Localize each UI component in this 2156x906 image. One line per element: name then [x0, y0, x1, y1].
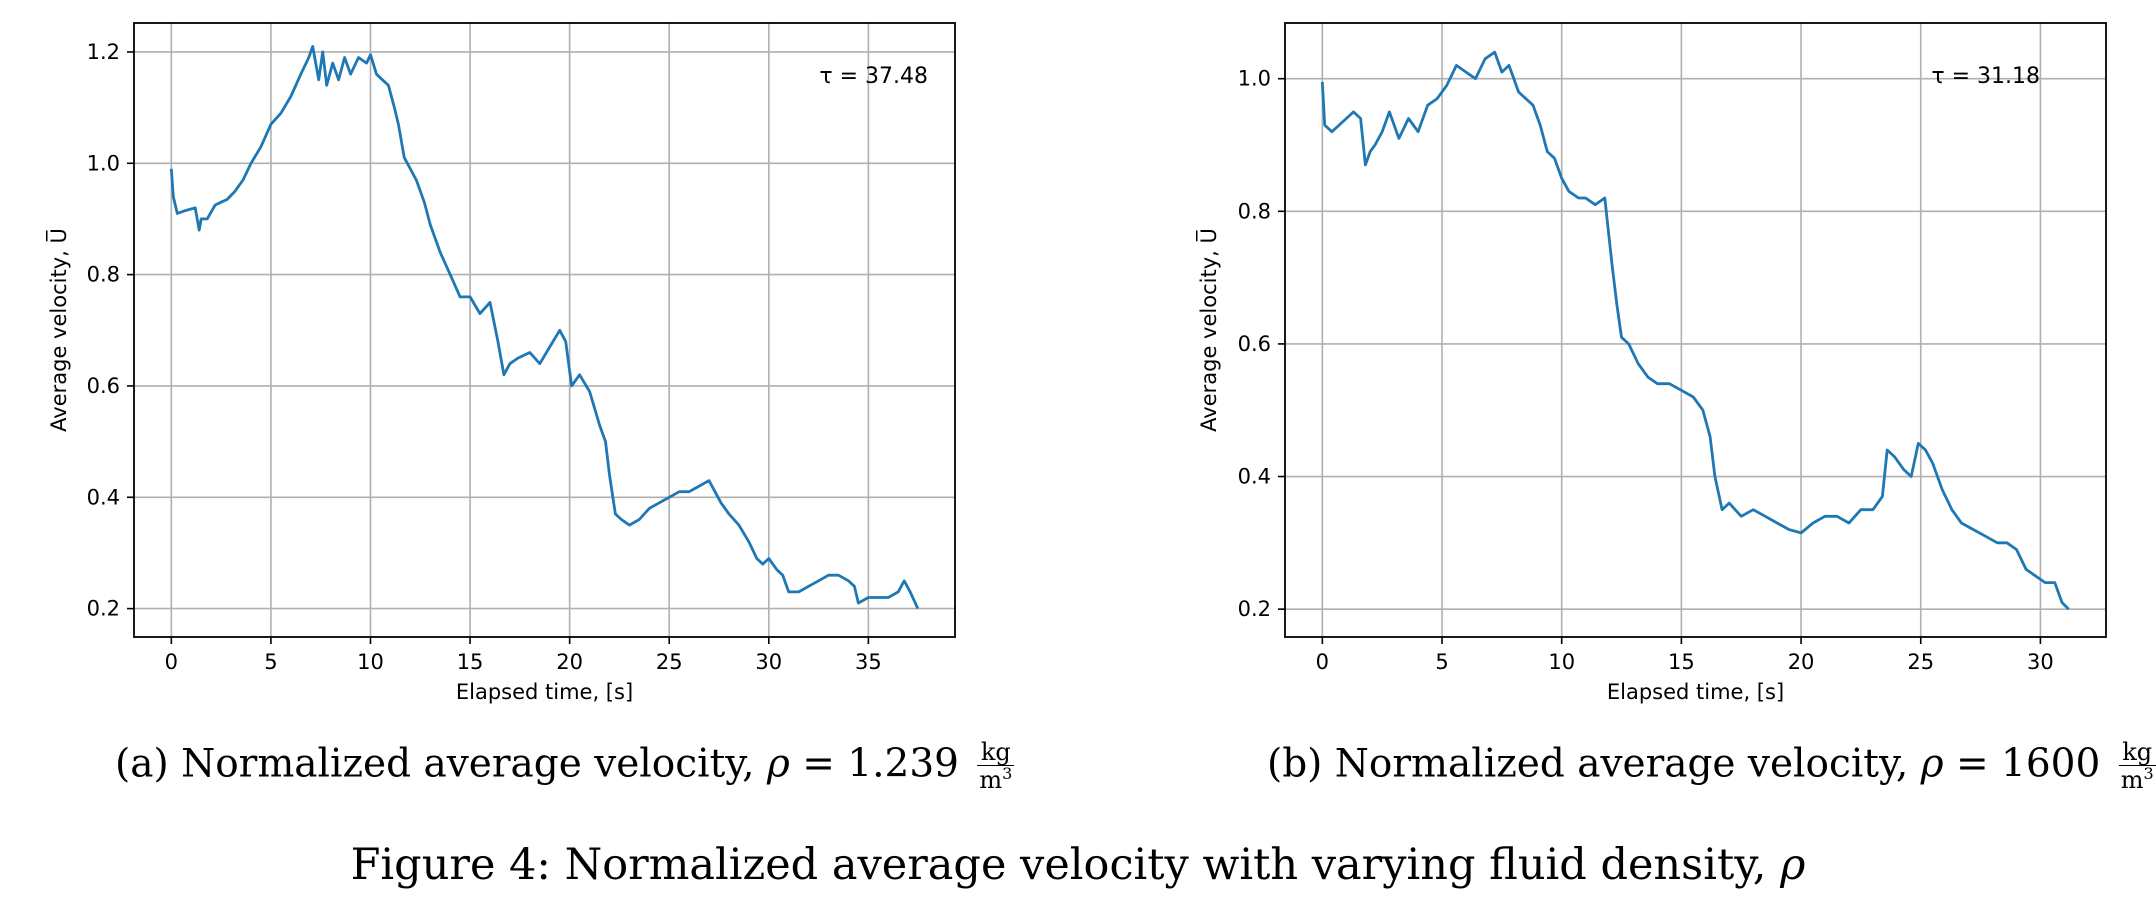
- x-tick-label: 0: [1316, 650, 1329, 674]
- tau-annotation: τ = 37.48: [819, 64, 928, 89]
- x-tick-label: 5: [264, 650, 277, 674]
- x-axis-label: Elapsed time, [s]: [1607, 680, 1784, 704]
- x-tick-label: 25: [1907, 650, 1934, 674]
- y-tick-label: 0.4: [1238, 465, 1271, 489]
- chart-b: 0 5 10 15 20 25 30 0.2 0.4 0.6 0.8 1.0 Elapsed time,…: [1195, 22, 2107, 704]
- x-tick-label: 0: [165, 650, 178, 674]
- subcaption-b-symbol: ρ: [1920, 741, 1944, 787]
- subcaption-a-unit: kg m3: [977, 739, 1015, 795]
- subcaption-a-value: = 1.239: [789, 741, 972, 787]
- axes-frame: [133, 22, 956, 638]
- subcaption-b-text: (b) Normalized average velocity,: [1267, 741, 1921, 787]
- subcaption-b-unit-den-base: m: [2120, 766, 2144, 795]
- y-tick-label: 0.8: [1238, 199, 1271, 223]
- x-tick-label: 10: [1548, 650, 1575, 674]
- x-tick-label: 15: [457, 650, 484, 674]
- subcaption-a-unit-num: kg: [977, 739, 1015, 767]
- x-tick-label: 20: [556, 650, 583, 674]
- y-tick-label: 0.2: [87, 597, 120, 621]
- subcaption-a: (a) Normalized average velocity, ρ = 1.2…: [115, 739, 1015, 795]
- subcaption-a-unit-den-base: m: [979, 766, 1003, 795]
- chart-a: 0 5 10 15 20 25 30 35 0.2 0.4 0.6 0.8 1.0 1.2 Elapsed …: [45, 22, 956, 704]
- subcaption-b: (b) Normalized average velocity, ρ = 160…: [1267, 739, 2156, 795]
- y-axis-label: Average velocity, U̅: [45, 228, 71, 432]
- subcaption-b-unit-den: m3: [2119, 764, 2156, 795]
- subcaption-b-unit: kg m3: [2118, 739, 2156, 795]
- subcaption-a-unit-exp: 3: [1002, 764, 1013, 784]
- subcaption-a-text: (a) Normalized average velocity,: [115, 741, 767, 787]
- subcaption-b-unit-exp: 3: [2143, 764, 2154, 784]
- y-tick-label: 0.2: [1238, 597, 1271, 621]
- axes-frame: [1284, 22, 2107, 638]
- y-tick-label: 0.4: [87, 485, 120, 509]
- subcaption-b-value: = 1600: [1943, 741, 2113, 787]
- y-tick-label: 1.0: [1238, 67, 1271, 91]
- x-tick-label: 25: [656, 650, 683, 674]
- figure-caption-text: Figure 4: Normalized average velocity wi…: [350, 840, 1781, 890]
- y-axis-label: Average velocity, U̅: [1195, 228, 1221, 432]
- x-tick-label: 15: [1668, 650, 1695, 674]
- tau-annotation: τ = 31.18: [1931, 64, 2040, 89]
- figure-caption-symbol: ρ: [1780, 840, 1806, 890]
- data-series-line: [169, 45, 920, 610]
- data-series-line: [1320, 50, 2070, 611]
- x-tick-label: 20: [1788, 650, 1815, 674]
- y-tick-label: 1.0: [87, 151, 120, 175]
- y-tick-label: 1.2: [87, 40, 120, 64]
- x-tick-label: 35: [855, 650, 882, 674]
- subcaption-a-symbol: ρ: [766, 741, 790, 787]
- y-tick-label: 0.8: [87, 263, 120, 287]
- x-tick-label: 30: [2027, 650, 2054, 674]
- x-tick-label: 5: [1435, 650, 1448, 674]
- figure-caption: Figure 4: Normalized average velocity wi…: [0, 840, 2156, 890]
- x-axis-label: Elapsed time, [s]: [456, 680, 633, 704]
- x-tick-label: 10: [357, 650, 384, 674]
- y-tick-label: 0.6: [1238, 332, 1271, 356]
- subcaption-a-unit-den: m3: [977, 764, 1014, 795]
- y-tick-label: 0.6: [87, 374, 120, 398]
- subcaption-b-unit-num: kg: [2118, 739, 2156, 767]
- x-tick-label: 30: [755, 650, 782, 674]
